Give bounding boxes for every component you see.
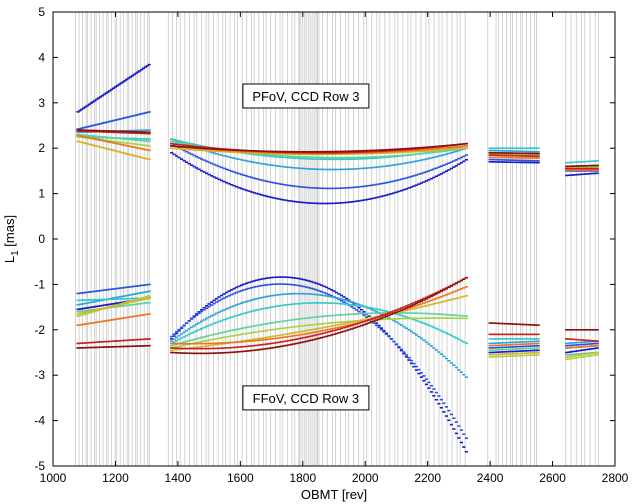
- series-PFoV-10: [76, 129, 599, 168]
- annotation-text: FFoV, CCD Row 3: [253, 391, 359, 406]
- x-tick-label: 1000: [40, 471, 67, 485]
- series-FFoV-8: [76, 285, 599, 349]
- series-FFoV-2: [76, 283, 599, 440]
- series-PFoV-2: [76, 111, 599, 190]
- y-tick-label: -4: [34, 414, 45, 428]
- x-tick-label: 2000: [352, 471, 379, 485]
- x-axis-label: OBMT [rev]: [301, 487, 367, 502]
- x-tick-label: 2600: [539, 471, 566, 485]
- series-FFoV-5: [76, 301, 599, 356]
- x-tick-label: 2400: [477, 471, 504, 485]
- annotation-text: PFoV, CCD Row 3: [252, 89, 359, 104]
- y-tick-label: 5: [38, 5, 45, 19]
- axis-ticks: 1000 1200 1400 1600 1800 2000 2200 2400 2600 2800…: [34, 5, 628, 485]
- y-tick-label: -3: [34, 368, 45, 382]
- y-tick-label: -2: [34, 323, 45, 337]
- x-tick-label: 2800: [602, 471, 629, 485]
- y-axis-label-subscript: 1: [10, 250, 21, 256]
- y-axis-label-main: L: [2, 256, 17, 263]
- y-tick-label: 0: [38, 232, 45, 246]
- x-tick-label: 1200: [102, 471, 129, 485]
- y-tick-label: 1: [38, 187, 45, 201]
- series-FFoV-10: [76, 276, 599, 355]
- annotation-box: FFoV, CCD Row 3: [242, 385, 370, 411]
- x-tick-label: 1600: [227, 471, 254, 485]
- annotations: PFoV, CCD Row 3 FFoV, CCD Row 3: [242, 83, 370, 411]
- y-tick-label: 2: [38, 141, 45, 155]
- y-tick-label: -1: [34, 277, 45, 291]
- annotation-frame: [242, 385, 370, 411]
- y-tick-label: 4: [38, 50, 45, 64]
- y-axis-label-unit: [mas]: [2, 215, 17, 250]
- annotation-box: PFoV, CCD Row 3: [242, 83, 370, 109]
- x-tick-label: 1800: [289, 471, 316, 485]
- series-FFoV-1: [76, 276, 599, 453]
- y-tick-label: -5: [34, 459, 45, 473]
- x-tick-label: 2200: [414, 471, 441, 485]
- series-layer: [76, 63, 599, 453]
- y-axis-label: L1 [mas]: [2, 215, 21, 263]
- series-PFoV-1: [76, 63, 599, 205]
- y-tick-label: 3: [38, 96, 45, 110]
- annotation-frame: [242, 83, 370, 109]
- x-tick-label: 1400: [165, 471, 192, 485]
